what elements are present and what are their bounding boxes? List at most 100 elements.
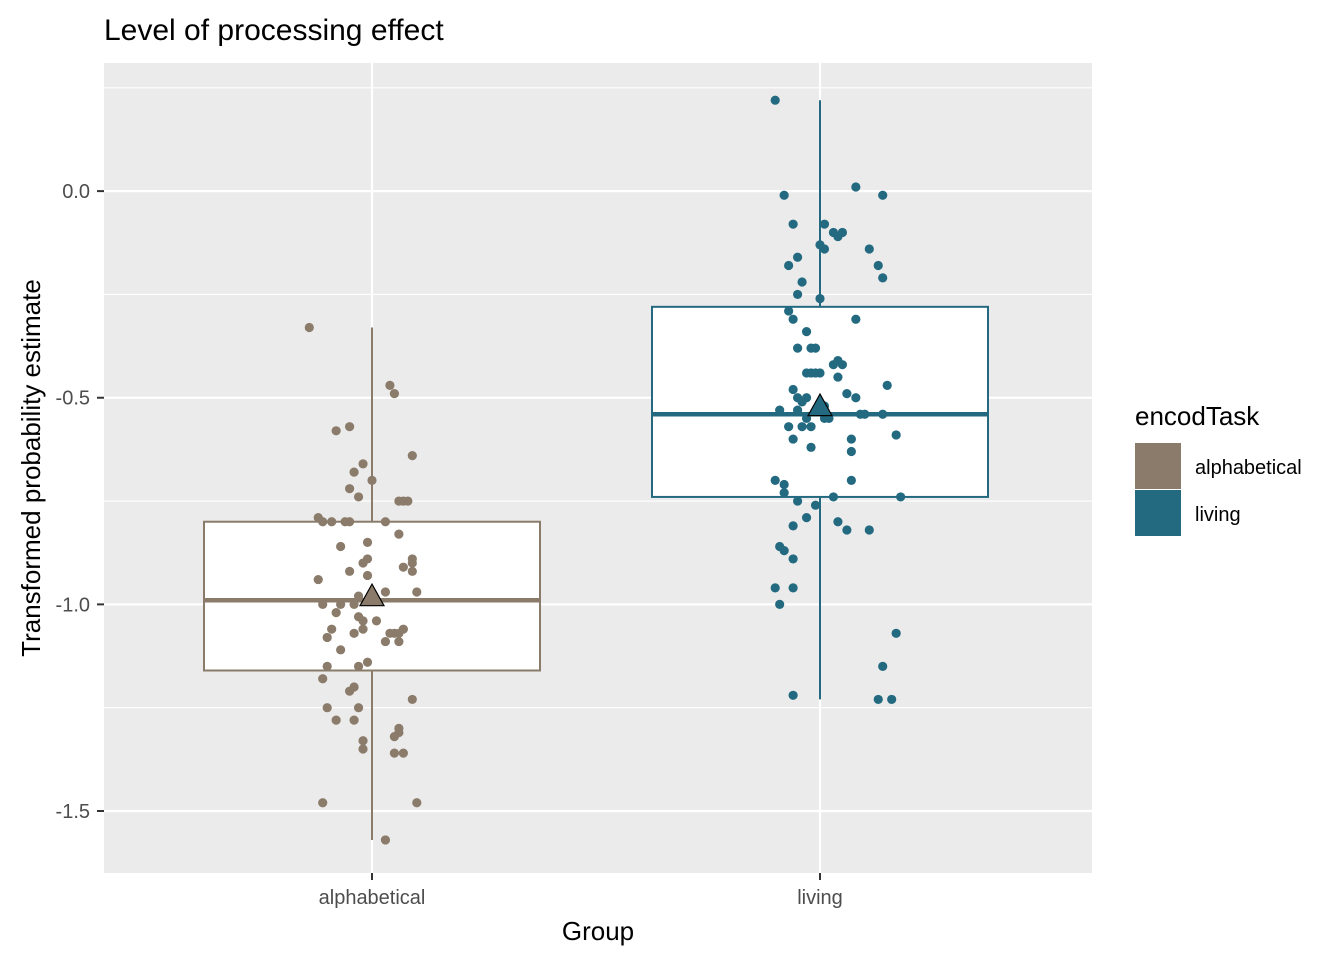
data-point [331, 608, 341, 618]
data-point [819, 219, 830, 229]
data-point [788, 219, 798, 229]
points [304, 95, 906, 845]
x-axis: alphabetical living [319, 873, 843, 909]
data-point [367, 475, 377, 485]
data-point [318, 798, 328, 808]
data-point [819, 244, 830, 254]
legend-label: living [1195, 504, 1241, 526]
legend-title: encodTask [1135, 401, 1260, 431]
data-point [784, 422, 794, 432]
data-point [318, 599, 328, 609]
data-point [833, 372, 843, 382]
data-point [318, 674, 328, 684]
data-point [810, 500, 821, 510]
data-point [349, 628, 359, 638]
data-point [345, 517, 355, 527]
data-point [864, 244, 874, 254]
x-axis-label: Group [562, 916, 634, 946]
data-point [793, 405, 803, 415]
data-point [891, 430, 901, 440]
data-point [322, 703, 332, 713]
data-point [779, 546, 789, 556]
data-point [394, 529, 404, 539]
data-point [362, 657, 373, 667]
chart-title: Level of processing effect [104, 14, 444, 47]
legend-key [1135, 443, 1181, 489]
data-point [793, 289, 803, 300]
data-point [828, 492, 839, 502]
data-point [779, 479, 789, 490]
data-point [407, 558, 417, 568]
data-point [345, 422, 355, 432]
data-point [389, 732, 399, 742]
data-point [770, 95, 780, 105]
data-point [851, 314, 861, 324]
data-point [793, 343, 803, 353]
data-point [801, 393, 812, 403]
data-point [887, 694, 897, 705]
data-point [833, 355, 843, 366]
legend-items: alphabetical living [1135, 443, 1302, 536]
data-point [878, 409, 888, 419]
data-point [380, 636, 391, 647]
data-point [318, 517, 328, 527]
data-point [775, 405, 785, 415]
data-point [788, 521, 798, 531]
data-point [358, 624, 368, 634]
data-point [801, 327, 812, 337]
data-point [331, 715, 341, 725]
data-point [873, 260, 883, 271]
data-point [345, 566, 355, 576]
x-tick-label: living [797, 887, 843, 909]
data-point [784, 306, 794, 316]
data-point [336, 541, 346, 552]
data-point [313, 574, 323, 585]
data-point [846, 475, 856, 485]
data-point [327, 517, 337, 527]
data-point [837, 227, 848, 238]
data-point [878, 661, 888, 671]
means [358, 392, 834, 607]
data-point [345, 484, 355, 494]
data-point [788, 690, 798, 700]
data-point [815, 293, 825, 304]
data-point [846, 434, 856, 444]
data-point [842, 389, 852, 399]
data-point [398, 748, 408, 758]
data-point [358, 616, 368, 626]
data-point [878, 273, 888, 283]
data-point [779, 190, 789, 200]
data-point [851, 182, 861, 192]
data-point [349, 599, 359, 609]
data-point [797, 422, 807, 432]
data-point [358, 736, 368, 746]
data-point [358, 558, 368, 568]
legend-label: alphabetical [1195, 457, 1302, 479]
data-point [385, 380, 395, 390]
y-tick-label: -1.5 [56, 801, 90, 823]
data-point [842, 525, 852, 535]
data-point [412, 798, 422, 808]
y-tick-label: 0.0 [62, 181, 90, 203]
data-point [380, 587, 391, 597]
data-point [801, 512, 812, 523]
data-point [806, 442, 816, 452]
data-point [878, 190, 888, 200]
mean-marker [358, 582, 386, 607]
data-point [327, 624, 337, 634]
data-point [833, 517, 843, 527]
y-tick-label: -0.5 [56, 388, 90, 410]
data-point [353, 703, 364, 713]
data-point [398, 624, 408, 634]
data-point [770, 583, 780, 593]
data-point [349, 715, 359, 725]
data-point [864, 525, 874, 535]
data-point [362, 570, 373, 581]
data-point [322, 632, 332, 643]
data-point [793, 252, 803, 262]
data-point [797, 277, 807, 287]
x-tick-label: alphabetical [319, 887, 426, 909]
data-point [349, 682, 359, 692]
data-point [770, 475, 780, 485]
data-point [793, 496, 803, 506]
